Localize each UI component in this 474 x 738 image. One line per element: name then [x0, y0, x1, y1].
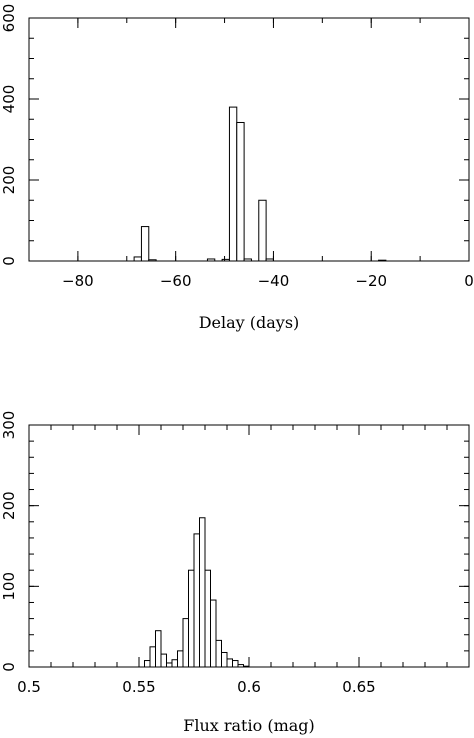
delay-y-tick-label: 200: [0, 166, 18, 195]
flux-ratio-bar-3: [160, 653, 167, 668]
delay-x-axis-title: Delay (days): [199, 313, 300, 332]
delay-bar-0: [133, 256, 142, 262]
flux-ratio-x-tick-label: 0.55: [122, 678, 155, 696]
delay-bar-8: [258, 199, 267, 262]
delay-plot-frame: [28, 17, 470, 262]
flux-ratio-bar-2: [155, 630, 162, 668]
flux-ratio-bar-8: [188, 569, 195, 668]
flux-ratio-histogram-panel: 0.5 0.55 0.6 0.65 0 100 200 300 Flux ratio (mag): [0, 411, 470, 735]
flux-ratio-bar-11: [204, 569, 211, 668]
delay-y-tick-label: 600: [0, 4, 18, 33]
delay-x-tick-label: −60: [160, 272, 192, 290]
delay-bar-1: [140, 226, 150, 262]
flux-ratio-y-tick-label: 0: [0, 662, 18, 672]
flux-ratio-bar-7: [182, 618, 189, 668]
flux-ratio-x-tick-label: 0.5: [17, 678, 41, 696]
flux-ratio-bar-4: [166, 662, 173, 668]
flux-ratio-bar-0: [144, 660, 151, 668]
flux-ratio-plot-frame: [28, 424, 470, 668]
delay-histogram-panel: −80 −60 −40 −20 0 0 200 400 600 Delay (days): [0, 4, 474, 332]
delay-x-tick-label: 0: [464, 272, 474, 290]
flux-ratio-y-tick-label: 100: [0, 572, 18, 601]
delay-x-tick-label: −80: [62, 272, 94, 290]
flux-ratio-y-tick-label: 300: [0, 411, 18, 440]
flux-ratio-x-axis-title: Flux ratio (mag): [183, 716, 315, 735]
delay-x-tick-label: −20: [355, 272, 387, 290]
delay-x-tick-label: −40: [258, 272, 290, 290]
flux-ratio-bar-10: [199, 517, 206, 668]
flux-ratio-x-tick-label: 0.6: [237, 678, 261, 696]
flux-ratio-x-tick-label: 0.65: [342, 678, 375, 696]
flux-ratio-y-tick-label: 200: [0, 491, 18, 520]
delay-bar-6: [236, 121, 245, 262]
flux-ratio-bar-16: [232, 660, 239, 668]
flux-ratio-bar-5: [171, 659, 178, 668]
flux-ratio-bar-15: [226, 658, 233, 668]
delay-y-tick-label: 0: [0, 256, 18, 266]
delay-bar-5: [228, 106, 238, 262]
delay-y-tick-label: 400: [0, 85, 18, 114]
flux-ratio-bar-13: [215, 639, 222, 668]
flux-ratio-bar-1: [149, 646, 156, 668]
flux-ratio-bar-6: [177, 650, 184, 668]
flux-ratio-bar-14: [221, 651, 228, 668]
flux-ratio-bar-9: [193, 533, 200, 668]
flux-ratio-bar-12: [210, 599, 217, 668]
